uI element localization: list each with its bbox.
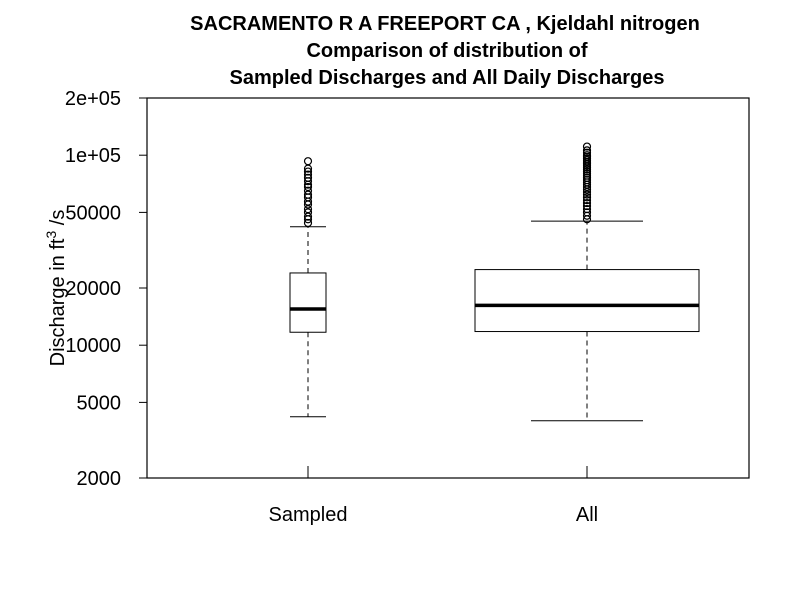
outlier-point [582,151,592,160]
outlier-point [582,198,592,208]
outlier-point [303,218,313,228]
outlier-point [303,190,313,199]
y-tick-label: 2e+05 [65,88,121,110]
outlier-point [303,173,313,182]
outlier-point [303,186,313,195]
y-axis: 2000 5000 10000 20000 50000 1e+05 2e+05 [65,88,147,490]
outlier-point [303,157,313,166]
y-tick-label: 2000 [77,468,122,490]
y-tick-label: 1e+05 [65,145,121,167]
outlier-point [303,167,313,176]
outlier-point [582,173,592,182]
outlier-point [582,148,592,157]
y-tick-label: 50000 [65,202,121,224]
x-axis: Sampled All [269,466,598,526]
outlier-point [582,190,592,199]
outlier-point [582,196,592,205]
y-tick-label: 10000 [65,335,121,357]
outlier-point [303,208,313,217]
y-axis-label-superscript: 3 [43,231,59,239]
iqr-box [474,269,700,333]
iqr-box [289,272,327,333]
y-tick-label: 5000 [77,392,122,414]
y-axis-label: Discharge in ft3 /s [43,210,69,367]
y-axis-label-suffix: /s [47,210,69,231]
boxes [289,142,700,422]
chart-title: SACRAMENTO R A FREEPORT CA , Kjeldahl ni… [190,13,700,35]
outlier-point [582,201,592,211]
y-tick-label: 20000 [65,278,121,300]
outlier-point [582,205,592,214]
outlier-point [582,142,592,151]
outlier-point [582,193,592,202]
chart-subtitle-line2: Sampled Discharges and All Daily Dischar… [230,67,665,89]
y-axis-label-prefix: Discharge in ft [47,238,69,366]
outlier-point [582,146,592,155]
box-all [474,142,700,422]
x-tick-label: Sampled [269,504,348,526]
outlier-point [303,182,313,192]
box-sampled [289,157,327,418]
outlier-point [582,208,592,217]
chart-subtitle-line1: Comparison of distribution of [306,40,587,62]
outlier-point [303,170,313,179]
x-tick-label: All [576,504,598,526]
